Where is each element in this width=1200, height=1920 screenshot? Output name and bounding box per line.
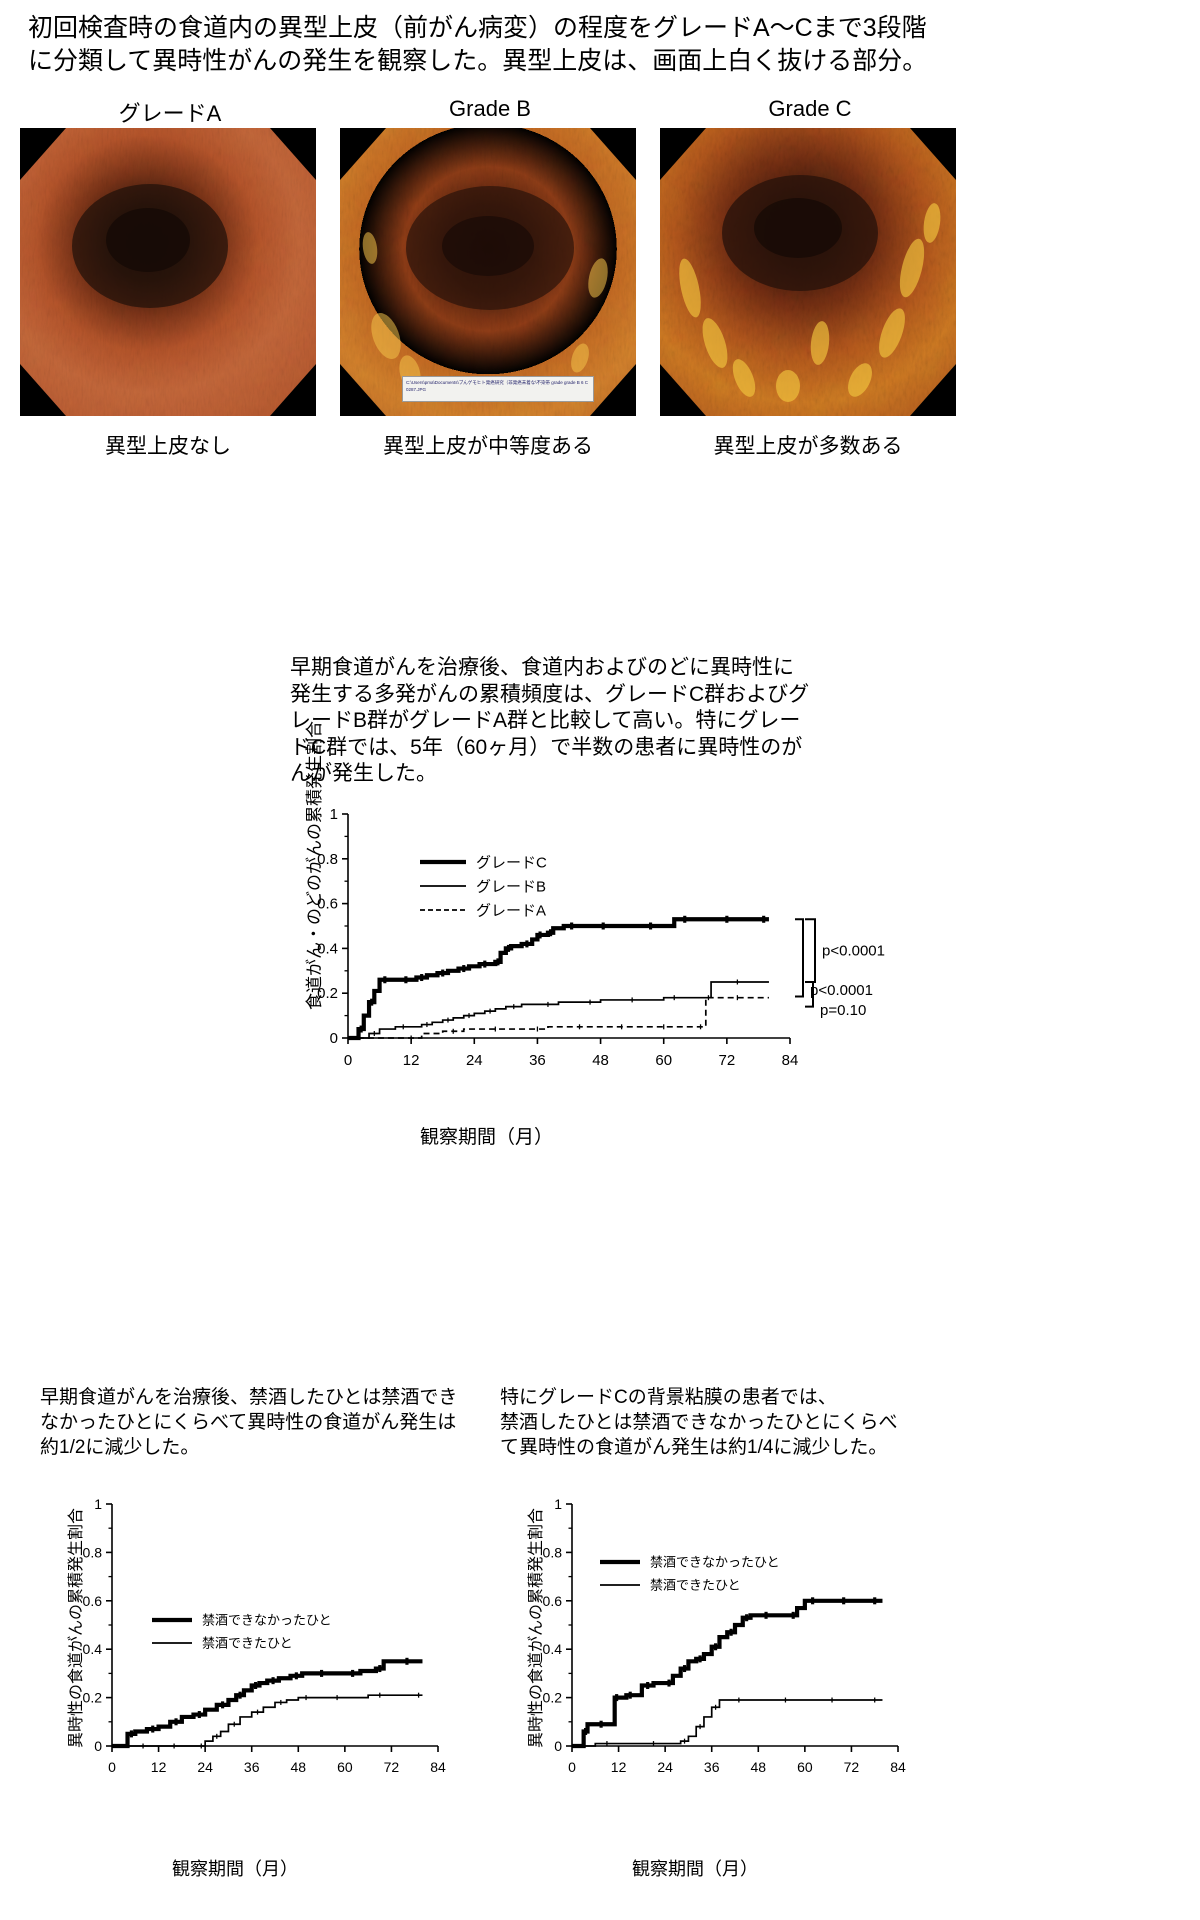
- svg-text:0.6: 0.6: [83, 1593, 103, 1609]
- paragraph-line: て異時性の食道がん発生は約1/4に減少した。: [500, 1437, 888, 1458]
- svg-text:12: 12: [151, 1759, 167, 1775]
- main-chart-xlabel: 観察期間（月）: [420, 1127, 554, 1148]
- main-chart-ylabel: 食道がん・のどのがんの累積発生割合: [305, 721, 324, 1010]
- svg-text:48: 48: [290, 1759, 306, 1775]
- paragraph-line: ドC群では、5年（60ヶ月）で半数の患者に異時性のが: [290, 735, 803, 759]
- paragraph-line: 特にグレードCの背景粘膜の患者では、: [500, 1387, 837, 1408]
- bottom-left-paragraph: 早期食道がんを治療後、禁酒したひとは禁酒でき なかったひとにくらべて異時性の食道…: [40, 1385, 457, 1460]
- photo-caption-c: 異型上皮が多数ある: [713, 435, 903, 458]
- svg-text:禁酒できなかったひと: 禁酒できなかったひと: [202, 1613, 332, 1628]
- grade-label-b: Grade B: [449, 96, 531, 121]
- svg-text:36: 36: [704, 1759, 720, 1775]
- paragraph-line: なかったひとにくらべて異時性の食道がん発生は: [40, 1412, 457, 1433]
- svg-text:0.4: 0.4: [543, 1641, 563, 1657]
- svg-text:グレードA: グレードA: [476, 902, 546, 919]
- header-line-1: 初回検査時の食道内の異型上皮（前がん病変）の程度をグレードA〜Cまで3段階: [28, 14, 927, 42]
- svg-text:1: 1: [94, 1496, 102, 1512]
- svg-text:p<0.0001: p<0.0001: [810, 982, 873, 999]
- br-chart-ylabel: 異時性の食道がんの累積発生割合: [528, 1507, 545, 1748]
- svg-text:24: 24: [657, 1759, 673, 1775]
- svg-text:グレードB: グレードB: [476, 878, 546, 895]
- svg-text:84: 84: [430, 1759, 446, 1775]
- svg-text:グレードC: グレードC: [476, 854, 547, 871]
- svg-text:0: 0: [108, 1759, 116, 1775]
- paragraph-line: 約1/2に減少した。: [40, 1437, 200, 1458]
- svg-text:0.2: 0.2: [543, 1690, 563, 1706]
- grade-label-row: グレードA Grade B Grade C: [0, 96, 1200, 126]
- svg-text:禁酒できなかったひと: 禁酒できなかったひと: [650, 1555, 780, 1570]
- svg-text:48: 48: [592, 1052, 609, 1069]
- svg-text:0: 0: [554, 1738, 562, 1754]
- grade-label-a: グレードA: [118, 101, 222, 126]
- svg-text:24: 24: [466, 1052, 483, 1069]
- photo-caption-a: 異型上皮なし: [105, 435, 231, 458]
- svg-text:0.4: 0.4: [317, 940, 338, 957]
- svg-text:0.8: 0.8: [543, 1544, 563, 1560]
- svg-text:72: 72: [719, 1052, 736, 1069]
- paragraph-line: 禁酒したひとは禁酒できなかったひとにくらべ: [500, 1412, 898, 1433]
- svg-text:36: 36: [529, 1052, 546, 1069]
- svg-text:0.6: 0.6: [543, 1593, 563, 1609]
- svg-text:p=0.10: p=0.10: [820, 1002, 866, 1019]
- photo-caption-row: 異型上皮なし 異型上皮が中等度ある 異型上皮が多数ある: [0, 430, 1200, 458]
- svg-text:36: 36: [244, 1759, 260, 1775]
- svg-text:禁酒できたひと: 禁酒できたひと: [650, 1578, 741, 1593]
- endoscopy-image-grade-a: [20, 128, 316, 416]
- svg-text:60: 60: [797, 1759, 813, 1775]
- figure-header: 初回検査時の食道内の異型上皮（前がん病変）の程度をグレードA〜Cまで3段階 に分…: [28, 12, 1178, 78]
- paragraph-line: 発生する多発がんの累積頻度は、グレードC群およびグ: [290, 682, 810, 706]
- header-line-2: に分類して異時性がんの発生を観察した。異型上皮は、画面上白く抜ける部分。: [28, 47, 928, 75]
- endoscopy-image-grade-b: C:\Users\pma\Documents\ブんゲモヒト発癌研究（非発癌未着な…: [340, 128, 636, 416]
- main-description-paragraph: 早期食道がんを治療後、食道内およびのどに異時性に 発生する多発がんの累積頻度は、…: [290, 655, 809, 788]
- photo-filepath-note: C:\Users\pma\Documents\ブんゲモヒト発癌研究（非発癌未着な…: [402, 376, 594, 402]
- svg-text:1: 1: [330, 806, 338, 823]
- svg-text:60: 60: [337, 1759, 353, 1775]
- svg-text:0: 0: [94, 1738, 102, 1754]
- svg-text:0.2: 0.2: [317, 985, 338, 1002]
- photo-caption-b: 異型上皮が中等度ある: [383, 435, 593, 458]
- svg-text:0: 0: [344, 1052, 352, 1069]
- paragraph-line: レードB群がグレードA群と比較して高い。特にグレー: [290, 709, 801, 732]
- kaplan-meier-chart-alcohol-all: 0 0.2 0.4 0.6 0.8 1 0 12 24 36 48 60 72 84 禁酒できなかったひと禁…: [40, 1490, 470, 1790]
- svg-text:禁酒できたひと: 禁酒できたひと: [202, 1636, 293, 1651]
- endoscopy-image-grade-c: [660, 128, 956, 416]
- svg-text:84: 84: [782, 1052, 799, 1069]
- svg-text:48: 48: [750, 1759, 766, 1775]
- bottom-right-km-svg: 0 0.2 0.4 0.6 0.8 1 0 12 24 36 48 60 72 84 禁酒できなかったひと禁…: [543, 1496, 906, 1775]
- svg-text:0.6: 0.6: [317, 896, 338, 913]
- bl-chart-xlabel: 観察期間（月）: [172, 1859, 298, 1879]
- svg-text:1: 1: [554, 1496, 562, 1512]
- endoscopy-render-c: [660, 128, 956, 416]
- svg-text:12: 12: [611, 1759, 627, 1775]
- bottom-left-km-svg: 0 0.2 0.4 0.6 0.8 1 0 12 24 36 48 60 72 84 禁酒できなかったひと禁…: [83, 1496, 446, 1775]
- svg-text:0.2: 0.2: [83, 1690, 103, 1706]
- main-km-svg: 0 0.2 0.4 0.6 0.8 1 0 12 24 36 48 60 72 84 グレードC グレードB グ…: [317, 806, 885, 1069]
- br-chart-xlabel: 観察期間（月）: [632, 1859, 758, 1879]
- svg-text:0.4: 0.4: [83, 1641, 103, 1657]
- bl-chart-ylabel: 異時性の食道がんの累積発生割合: [68, 1507, 85, 1748]
- svg-text:60: 60: [655, 1052, 672, 1069]
- kaplan-meier-chart-alcohol-gradec: 0 0.2 0.4 0.6 0.8 1 0 12 24 36 48 60 72 84 禁酒できなかったひと禁…: [500, 1490, 930, 1790]
- svg-text:0.8: 0.8: [317, 851, 338, 868]
- kaplan-meier-chart-by-grade: 0 0.2 0.4 0.6 0.8 1 0 12 24 36 48 60 72 84 グレードC グレードB グ…: [270, 800, 930, 1080]
- svg-text:24: 24: [197, 1759, 213, 1775]
- svg-text:0.8: 0.8: [83, 1544, 103, 1560]
- svg-text:84: 84: [890, 1759, 906, 1775]
- svg-text:72: 72: [844, 1759, 860, 1775]
- svg-text:12: 12: [403, 1052, 420, 1069]
- paragraph-line: 早期食道がんを治療後、禁酒したひとは禁酒でき: [40, 1387, 458, 1408]
- bottom-right-paragraph: 特にグレードCの背景粘膜の患者では、 禁酒したひとは禁酒できなかったひとにくらべ…: [500, 1385, 897, 1460]
- svg-text:0: 0: [330, 1030, 338, 1047]
- svg-text:72: 72: [384, 1759, 400, 1775]
- endoscopy-render-b: [340, 128, 636, 416]
- svg-text:0: 0: [568, 1759, 576, 1775]
- paragraph-line: んが発生した。: [290, 762, 437, 785]
- paragraph-line: 早期食道がんを治療後、食道内およびのどに異時性に: [290, 656, 794, 679]
- svg-text:p<0.0001: p<0.0001: [822, 943, 885, 960]
- grade-label-c: Grade C: [768, 96, 852, 121]
- endoscopy-render-a: [20, 128, 316, 416]
